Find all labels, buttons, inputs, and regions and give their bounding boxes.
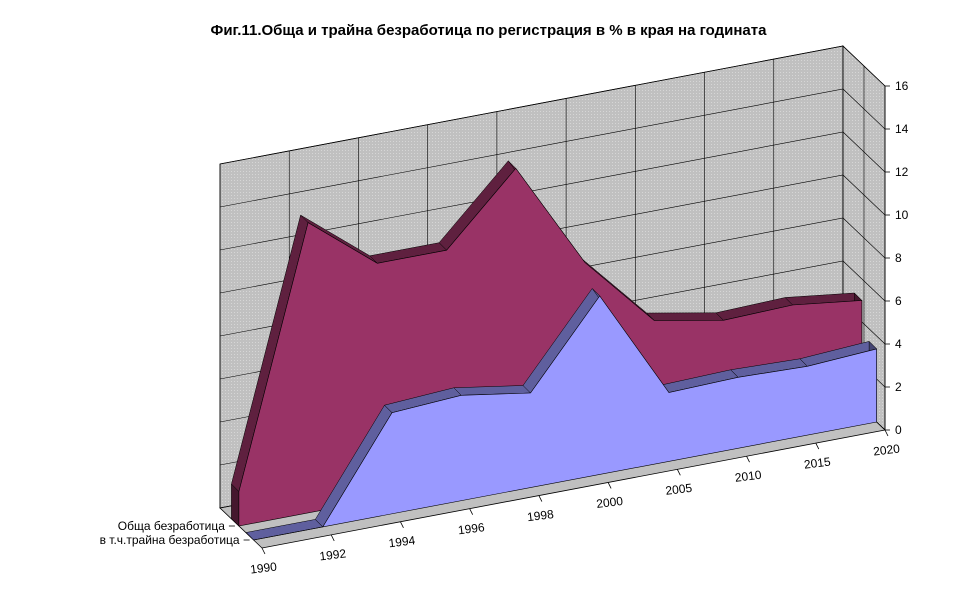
x-tick-label: 2000 bbox=[596, 494, 625, 511]
series-layer bbox=[231, 160, 878, 541]
x-tick-label: 1994 bbox=[388, 533, 417, 550]
x-tick-label: 2020 bbox=[872, 441, 901, 458]
x-tick-label: 1998 bbox=[526, 507, 555, 524]
x-tick bbox=[261, 547, 266, 555]
y-tick-label: 14 bbox=[895, 122, 909, 136]
y-tick-label: 8 bbox=[895, 251, 902, 265]
y-tick-label: 10 bbox=[895, 208, 909, 222]
x-tick-label: 1996 bbox=[457, 520, 486, 537]
chart-title: Фиг.11.Обща и трайна безработица по реги… bbox=[210, 22, 767, 39]
y-tick-label: 12 bbox=[895, 165, 909, 179]
series-axis-label: Обща безработица bbox=[118, 519, 225, 533]
x-tick-label: 2010 bbox=[734, 468, 763, 485]
x-tick bbox=[538, 495, 543, 502]
area-front-face bbox=[253, 295, 877, 541]
x-tick bbox=[815, 442, 820, 450]
axes: 0 2 4 6 8 10 12 14 16 1990 1992 1994 1996 1998 2000 200… bbox=[100, 79, 909, 577]
series-longterm bbox=[245, 288, 878, 541]
area-start-cap bbox=[245, 532, 254, 541]
x-tick-label: 1990 bbox=[249, 559, 278, 576]
x-tick-label: 2005 bbox=[665, 481, 694, 498]
series-axis-label: в т.ч.трайна безработица bbox=[100, 533, 240, 547]
x-tick bbox=[469, 508, 474, 515]
y-tick-label: 16 bbox=[895, 79, 909, 93]
x-tick bbox=[746, 456, 750, 463]
y-tick-label: 0 bbox=[895, 423, 902, 437]
x-tick bbox=[330, 534, 335, 542]
y-tick-label: 4 bbox=[895, 337, 902, 351]
x-tick-label: 2015 bbox=[803, 455, 832, 472]
x-tick bbox=[884, 429, 889, 437]
x-tick bbox=[676, 469, 681, 476]
area-start-cap bbox=[231, 483, 240, 527]
x-tick bbox=[607, 482, 612, 489]
area-top-segment bbox=[646, 312, 725, 321]
x-tick bbox=[400, 521, 404, 528]
y-tick-label: 2 bbox=[895, 380, 902, 394]
y-tick-label: 6 bbox=[895, 294, 902, 308]
x-tick-label: 1992 bbox=[319, 546, 348, 563]
